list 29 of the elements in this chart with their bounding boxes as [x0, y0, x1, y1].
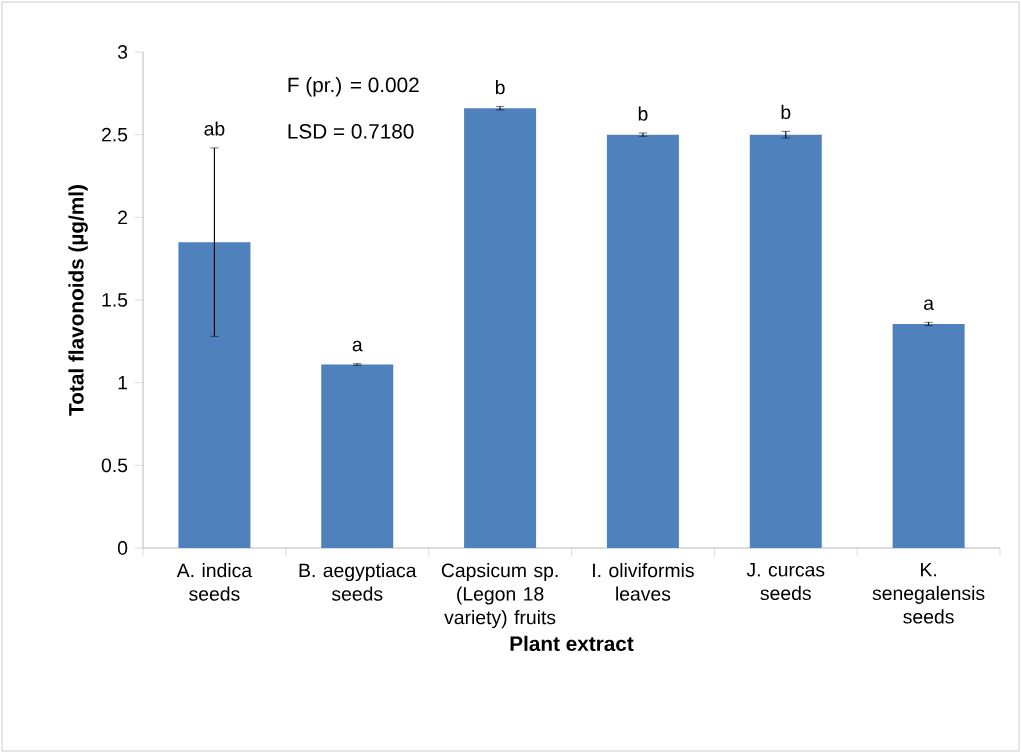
bar: [606, 134, 679, 548]
y-tick-label: 1.5: [102, 293, 128, 307]
annotation: a: [924, 299, 934, 311]
bar: [464, 108, 537, 548]
annotation: a: [352, 340, 363, 352]
annotation: F (pr.) = 0.002: [288, 77, 419, 97]
annotation: ab: [204, 121, 225, 136]
y-tick-label: 0.5: [101, 458, 128, 473]
x-tick-label: Capsicum sp. (Legon 18 variety) fruits: [441, 563, 558, 629]
x-tick-label: K. senegalensis seeds: [872, 563, 985, 624]
annotation: LSD = 0.7180: [288, 124, 414, 139]
x-tick-label: J. curcas seeds: [746, 563, 825, 601]
bar: [749, 134, 822, 548]
y-tick-label: 3: [117, 45, 128, 59]
x-tick-label: I. oliviformis leaves: [593, 563, 694, 601]
y-tick-label: 1: [118, 376, 128, 390]
bar: [321, 364, 394, 548]
bar: [178, 242, 251, 548]
y-tick-label: 2.5: [102, 127, 128, 142]
annotation: b: [638, 106, 648, 121]
x-tick-label: B. aegyptiaca seeds: [299, 563, 417, 601]
annotation: b: [781, 104, 791, 120]
x-axis-title: Plant extract: [510, 635, 634, 652]
y-tick-label: 0: [117, 541, 128, 555]
y-tick-label: 2: [118, 210, 127, 225]
bar: [892, 323, 965, 548]
y-axis-title: Total flavonoids (µg/ml): [68, 185, 88, 416]
x-tick-label: A. indica seeds: [176, 563, 253, 601]
annotation: b: [495, 80, 505, 95]
